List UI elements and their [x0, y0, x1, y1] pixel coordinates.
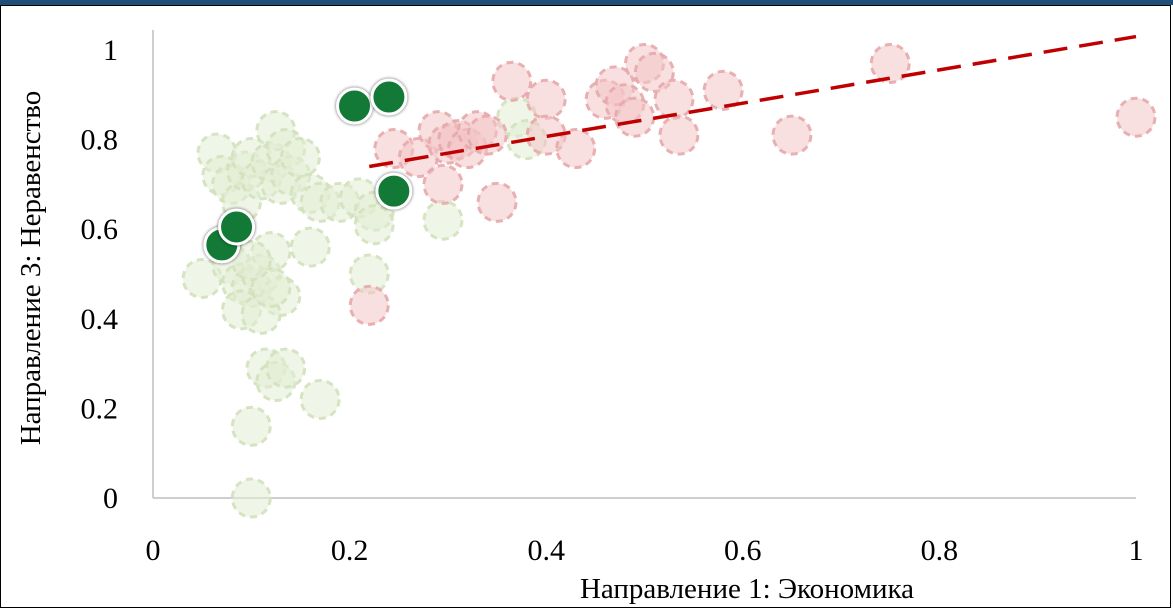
light-red-point [466, 114, 508, 156]
y-tick-labels: 0 0.2 0.4 0.6 0.8 1 [81, 34, 119, 515]
dark-green-point [375, 172, 413, 210]
light-red-point [476, 181, 518, 223]
light-green-point [279, 137, 321, 179]
light-red-point [491, 60, 533, 102]
light-red-point [614, 96, 656, 138]
x-tick-label: 1 [1129, 534, 1144, 567]
light-green-point [299, 378, 341, 420]
light-green-point [353, 204, 395, 246]
y-tick-label: 0.2 [81, 392, 119, 425]
light-green-point [422, 199, 464, 241]
x-tick-labels: 0 0.2 0.4 0.6 0.8 1 [146, 534, 1144, 567]
chart-frame [0, 5, 1171, 608]
y-axis-title: Направление 3: Неравенство [15, 91, 47, 446]
data-points [181, 42, 1157, 519]
trendline [368, 34, 1137, 169]
light-red-point [348, 284, 390, 326]
light-red-point [658, 114, 700, 156]
dark-green-point [336, 87, 374, 125]
x-tick-label: 0.2 [331, 534, 369, 567]
light-green-point [230, 477, 272, 519]
light-red-point [422, 163, 464, 205]
light-green-point [230, 405, 272, 447]
x-tick-label: 0.6 [724, 534, 762, 567]
dark-green-point [218, 208, 256, 246]
y-tick-label: 0.6 [81, 213, 119, 246]
header-bar [0, 0, 1173, 5]
light-red-point [1115, 96, 1157, 138]
y-tick-label: 0.8 [81, 124, 119, 157]
light-red-point [525, 78, 567, 120]
light-red-point [771, 114, 813, 156]
light-red-point [653, 78, 695, 120]
light-red-point [869, 42, 911, 84]
light-green-point [230, 240, 272, 282]
x-tick-label: 0.4 [527, 534, 565, 567]
y-tick-label: 0.4 [81, 303, 119, 336]
light-green-point [250, 266, 292, 308]
y-tick-label: 1 [103, 34, 118, 67]
dark-green-point [370, 78, 408, 116]
light-green-point [265, 347, 307, 389]
x-axis-title: Направление 1: Экономика [580, 573, 914, 605]
light-red-point [555, 128, 597, 170]
axes [152, 30, 1136, 499]
x-tick-label: 0 [146, 534, 161, 567]
light-red-point [702, 69, 744, 111]
light-green-point [289, 226, 331, 268]
x-tick-label: 0.8 [921, 534, 959, 567]
y-tick-label: 0 [103, 482, 118, 515]
